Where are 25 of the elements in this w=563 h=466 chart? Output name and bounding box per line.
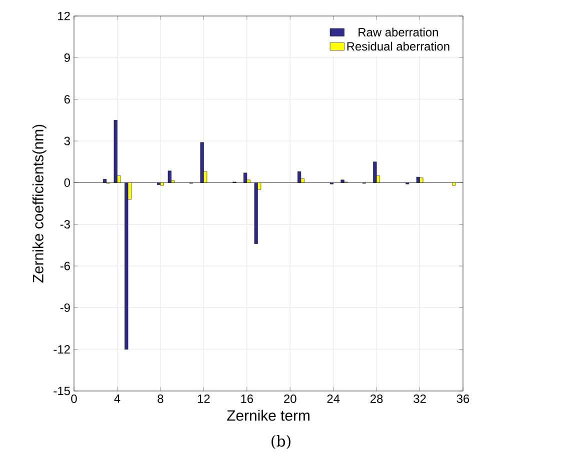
text: (b) [272,435,290,449]
x-tick-label: 0 [71,394,77,403]
y-tick-label: -15 [54,386,70,396]
x-tick-label: 32 [414,394,426,403]
x-tick-label: 16 [241,394,254,403]
y-tick-label: -6 [60,262,70,270]
y-axis-title: Zernike coefficients(nm) [32,124,46,283]
x-tick-label: 8 [158,394,164,403]
x-tick-label: 36 [456,394,470,403]
x-tick-label: 28 [370,394,383,403]
x-tick-label: 20 [284,394,296,403]
y-tick-label: -3 [60,220,70,229]
y-tick-label: 0 [64,178,70,187]
y-tick-label: 6 [64,95,70,104]
legend-label: Raw aberration [358,28,438,36]
y-tick-label: -12 [54,345,70,354]
x-axis-title: Zernike term [227,410,310,421]
y-tick-label: 9 [64,53,70,62]
y-tick-label: -9 [60,303,70,312]
x-tick-label: 24 [327,394,340,403]
y-tick-label: 3 [64,136,70,146]
y-tick-label: 12 [58,12,70,20]
x-tick-label: 4 [114,394,120,403]
legend-label: Residual aberration [347,42,450,51]
x-tick-label: 12 [198,394,210,403]
